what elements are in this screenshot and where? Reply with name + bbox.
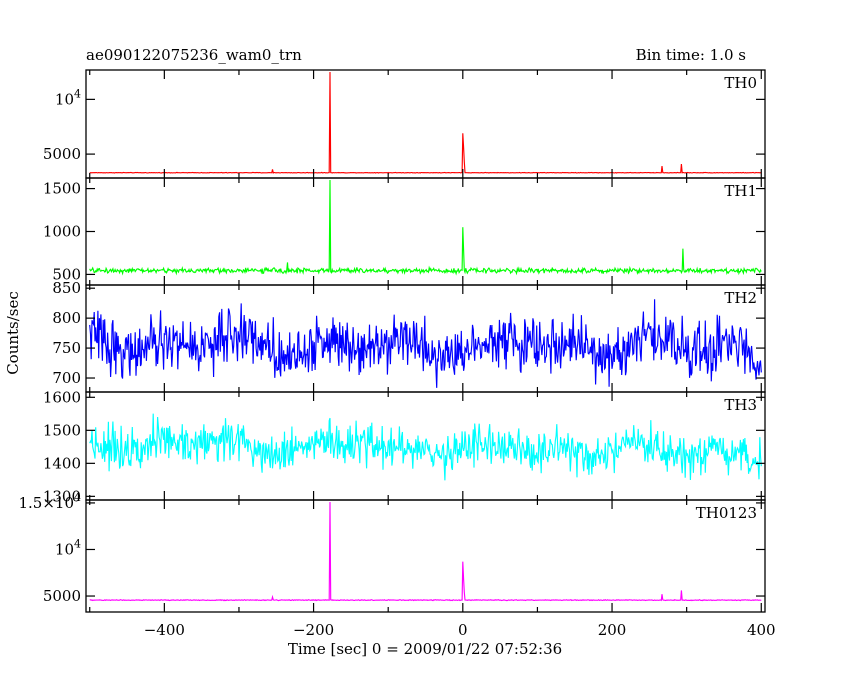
y-tick-label: 5000 [43,587,81,605]
y-axis-label: Counts/sec [4,291,22,375]
y-tick-label: 500 [52,265,81,283]
panels-group: 5000 104 TH0 500 1000 1500 TH1 700 750 800 850 TH2 1… [18,69,776,639]
y-tick-label: 850 [52,279,81,297]
x-axis-label: Time [sec] 0 = 2009/01/22 07:52:36 [288,640,562,658]
y-tick-label: 1.5×104 [18,491,81,512]
panel-frame [85,499,766,613]
series-line-th0 [89,71,762,174]
bin-time-label: Bin time: 1.0 s [636,46,746,64]
chart-title: ae090122075236_wam0_trn [86,46,302,64]
panel-th0123: 5000 104 1.5×104 TH0123 [18,491,766,613]
panel-frame [85,177,766,286]
x-tick-label: −200 [293,621,334,639]
y-tick-label: 104 [55,537,81,558]
panel-th0: 5000 104 TH0 [43,69,766,179]
panel-th2: 700 750 800 850 TH2 [52,279,766,393]
y-tick-label: 1300 [43,487,81,505]
panel-th3: 1300 1400 1500 1600 TH3 [43,388,766,505]
x-tick-label: 200 [598,621,627,639]
series-line-th1 [89,179,762,276]
panel-name-label: TH0123 [696,504,757,522]
panel-name-label: TH2 [724,289,757,307]
x-tick-label: −400 [144,621,185,639]
y-tick-label: 1600 [43,388,81,406]
series-line-th2 [89,299,762,388]
series-line-th3 [89,413,762,481]
x-tick-label: 0 [458,621,468,639]
y-tick-label: 700 [52,369,81,387]
y-tick-label: 104 [55,87,81,108]
y-tick-label: 1500 [43,180,81,198]
y-tick-label: 800 [52,309,81,327]
panel-th1: 500 1000 1500 TH1 [43,177,766,286]
panel-name-label: TH3 [724,396,757,414]
y-tick-label: 1400 [43,454,81,472]
y-tick-label: 750 [52,339,81,357]
y-tick-label: 1500 [43,421,81,439]
y-tick-label: 5000 [43,145,81,163]
x-tick-label: 400 [747,621,776,639]
y-tick-label: 1000 [43,223,81,241]
panel-frame [85,69,766,179]
series-line-th0123 [89,501,762,602]
panel-name-label: TH1 [724,182,757,200]
panel-name-label: TH0 [724,74,757,92]
